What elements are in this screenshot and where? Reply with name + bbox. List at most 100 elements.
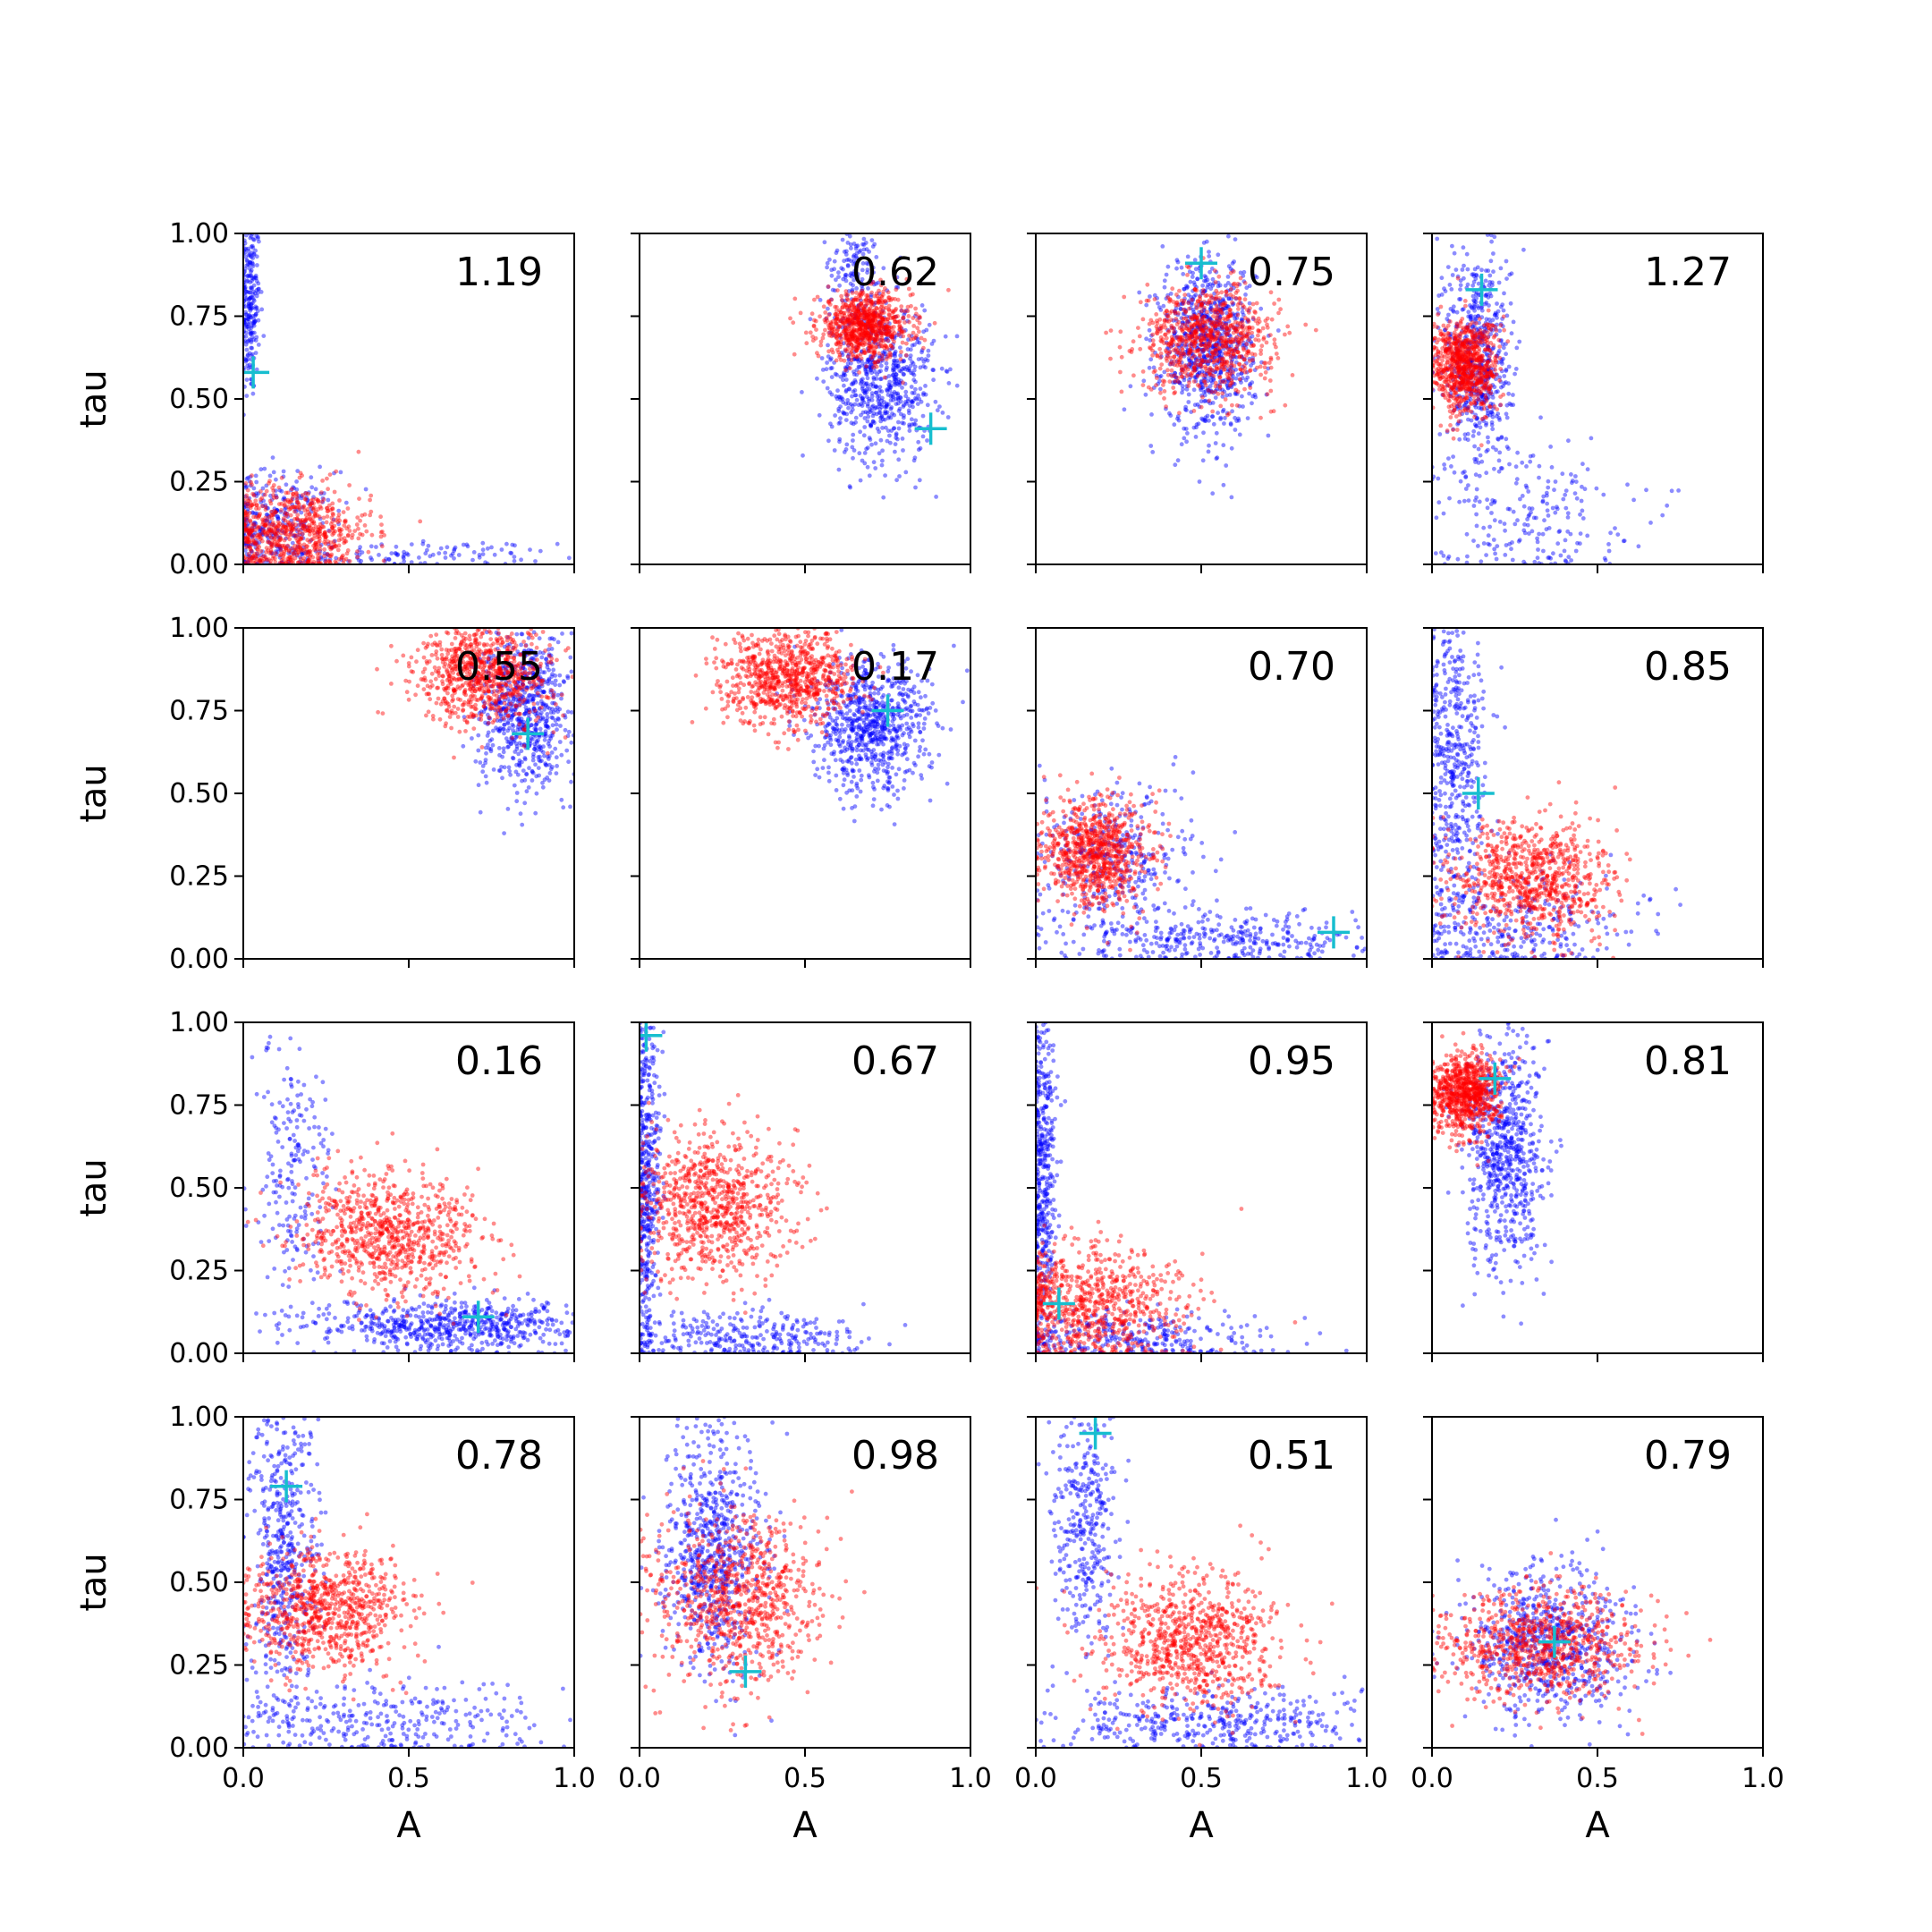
series-red-point: [873, 328, 877, 334]
series-blue-point: [1234, 392, 1240, 396]
series-red-point: [256, 525, 261, 530]
series-blue-point: [852, 242, 857, 246]
series-blue-point: [1223, 416, 1227, 420]
series-red-point: [862, 330, 868, 335]
series-blue-point: [248, 295, 253, 301]
series-red-point: [893, 319, 897, 325]
series-blue-point: [1177, 349, 1182, 354]
series-red-point: [875, 293, 880, 299]
series-blue-point: [854, 357, 860, 362]
series-blue-point: [1213, 346, 1217, 352]
series-blue-point: [894, 333, 900, 338]
series-blue-point: [263, 503, 268, 508]
series-blue-point: [1447, 496, 1452, 501]
series-blue-point: [875, 394, 880, 399]
series-blue-point: [249, 326, 254, 330]
series-red-point: [1175, 376, 1181, 380]
series-blue-point: [1197, 370, 1202, 376]
series-red-point: [305, 528, 310, 533]
series-red-point: [866, 349, 871, 353]
series-red-point: [289, 528, 294, 533]
series-blue-point: [1220, 343, 1225, 348]
series-red-point: [879, 304, 884, 309]
series-blue-point: [870, 419, 876, 424]
series-blue-point: [856, 402, 861, 408]
series-red-point: [851, 317, 855, 322]
series-blue-point: [900, 386, 904, 390]
series-blue-point: [296, 507, 301, 513]
series-blue-point: [896, 426, 902, 431]
series-blue-point: [302, 559, 308, 564]
series-blue-point: [1226, 264, 1232, 269]
series-blue-point: [277, 544, 283, 549]
series-blue-point: [247, 297, 251, 302]
series-blue-point: [404, 551, 410, 556]
series-blue-point: [1202, 417, 1208, 422]
series-red-point: [330, 506, 335, 512]
series-blue-point: [826, 284, 831, 290]
series-blue-point: [860, 284, 864, 289]
series-red-point: [342, 557, 346, 563]
series-blue-point: [1200, 283, 1205, 288]
series-blue-point: [854, 372, 860, 377]
series-blue-point: [1442, 286, 1446, 292]
series-red-point: [837, 354, 842, 360]
series-blue-point: [1195, 372, 1200, 377]
series-blue-point: [880, 417, 886, 422]
series-red-point: [896, 319, 901, 325]
series-red-point: [296, 504, 301, 510]
series-red-point: [282, 551, 286, 556]
series-blue-point: [250, 555, 254, 560]
series-blue-point: [877, 354, 882, 359]
series-blue-point: [1213, 395, 1218, 400]
series-blue-point: [870, 279, 876, 284]
series-blue-point: [1215, 316, 1220, 321]
series-blue-point: [843, 365, 848, 370]
series-red-point: [871, 349, 876, 354]
series-blue-point: [900, 359, 905, 364]
series-blue-point: [243, 541, 248, 547]
series-red-point: [860, 292, 865, 297]
series-blue-point: [1189, 331, 1194, 336]
series-blue-point: [293, 534, 299, 538]
series-red-point: [269, 516, 275, 521]
scatter-points: [1432, 233, 1681, 564]
series-red-point: [869, 290, 874, 295]
series-blue-point: [852, 372, 857, 377]
series-red-point: [289, 529, 294, 534]
series-blue-point: [1199, 357, 1205, 362]
series-blue-point: [1226, 377, 1231, 381]
series-red-point: [250, 554, 256, 559]
series-blue-point: [877, 385, 883, 390]
series-red-point: [1242, 316, 1248, 320]
series-blue-point: [254, 305, 259, 310]
series-blue-point: [330, 545, 335, 550]
series-red-point: [867, 319, 871, 324]
series-red-point: [858, 326, 863, 332]
series-red-point: [1259, 343, 1265, 349]
series-blue-point: [887, 433, 892, 438]
series-red-point: [858, 322, 862, 327]
series-blue-point: [249, 234, 254, 239]
series-red-point: [309, 501, 315, 506]
series-blue-point: [1221, 482, 1226, 487]
series-red-point: [855, 312, 860, 318]
series-red-point: [274, 542, 278, 547]
series-red-point: [306, 510, 310, 514]
series-blue-point: [865, 411, 870, 416]
series-red-point: [816, 353, 821, 359]
series-red-point: [1187, 380, 1191, 385]
series-red: [788, 275, 951, 386]
series-blue-point: [243, 285, 248, 290]
series-red-point: [1207, 398, 1212, 403]
series-red-point: [855, 343, 860, 347]
series-blue-point: [261, 498, 266, 504]
series-blue-point: [1194, 422, 1199, 428]
series-blue-point: [866, 357, 871, 361]
series-blue-point: [847, 321, 852, 326]
series-red-point: [1205, 347, 1209, 352]
series-red-point: [873, 360, 877, 365]
series-red-point: [871, 308, 877, 313]
series-red-point: [895, 314, 900, 318]
series-red-point: [834, 317, 839, 322]
